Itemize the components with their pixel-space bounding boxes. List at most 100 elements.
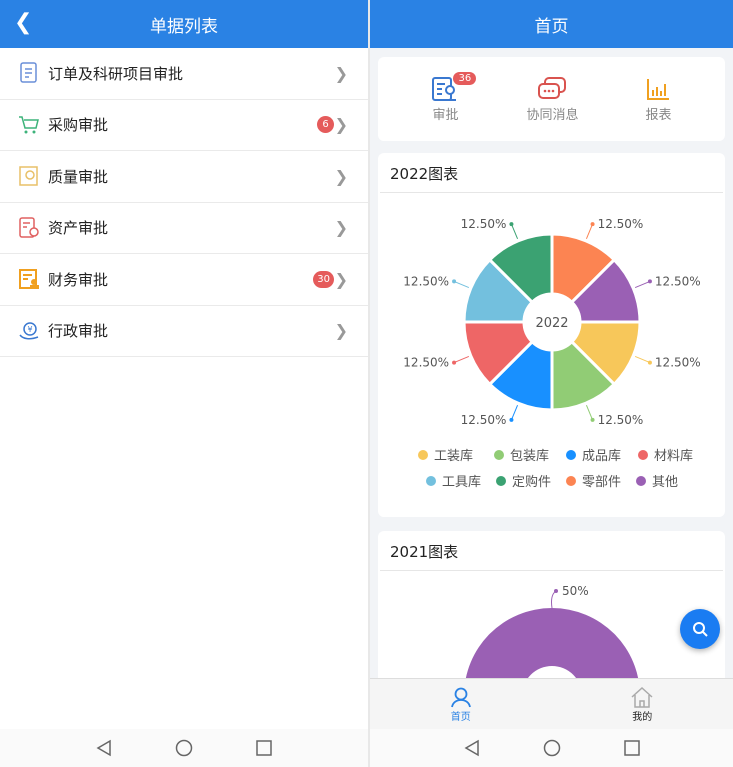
data-label: 12.50% [461, 413, 507, 427]
data-label: 50% [562, 584, 589, 598]
label-leader [453, 280, 470, 289]
quick-messages[interactable]: 协同消息 [526, 76, 578, 123]
legend-swatch [566, 450, 576, 460]
quick-reports[interactable]: 报表 [645, 76, 671, 123]
tab-label: 我的 [632, 711, 653, 723]
tab-bar: 首页 我的 [370, 678, 733, 729]
item-label: 行政审批 [48, 322, 109, 341]
nav-back-icon[interactable] [94, 738, 114, 758]
pie-slice-其他[interactable] [569, 257, 642, 324]
quick-approval[interactable]: 36 审批 [431, 71, 477, 123]
data-label: 12.50% [598, 413, 644, 427]
legend-item[interactable]: 成品库 [566, 448, 621, 464]
tab-mine[interactable]: 我的 [552, 679, 733, 729]
item-label: 质量审批 [48, 167, 109, 186]
list-item[interactable]: 财务审批 30 ❯ [0, 254, 368, 306]
legend-item[interactable]: 定购件 [496, 474, 551, 490]
legend-swatch [638, 450, 648, 460]
finance-icon [18, 268, 40, 290]
cart-icon [18, 114, 40, 136]
left-screen: ❮ 单据列表 订单及科研项目审批 ❯ 采购审批 6 ❯ 质量审批 ❯ 资产审批 ❯ 财务审批 30 ❯… [0, 0, 368, 767]
label-dot [647, 360, 652, 365]
search-icon [693, 622, 708, 637]
label-dot [452, 360, 457, 365]
item-label: 订单及科研项目审批 [48, 64, 184, 83]
label-dot [590, 222, 595, 227]
chevron-right-icon: ❯ [334, 269, 348, 289]
document-icon [18, 62, 40, 84]
chart-title: 2021图表 [380, 531, 723, 571]
count-badge: 30 [313, 270, 334, 288]
nav-home-icon[interactable] [174, 738, 194, 758]
approval-list: 订单及科研项目审批 ❯ 采购审批 6 ❯ 质量审批 ❯ 资产审批 ❯ 财务审批 30 ❯ ¥ 行政审批 ❯ [0, 48, 368, 357]
label-dot [647, 279, 652, 284]
chevron-right-icon: ❯ [334, 63, 348, 83]
legend-item[interactable]: 材料库 [638, 448, 693, 464]
system-nav [370, 729, 733, 767]
house-icon [631, 686, 653, 708]
chart-title: 2022图表 [380, 153, 723, 193]
legend-label: 工具库 [442, 474, 481, 490]
back-icon[interactable]: ❮ [14, 10, 33, 35]
data-label: 12.50% [461, 217, 507, 231]
admin-money-icon: ¥ [18, 320, 40, 342]
nav-home-icon[interactable] [542, 738, 562, 758]
quality-icon [18, 165, 40, 187]
label-leader [634, 355, 651, 364]
chevron-right-icon: ❯ [334, 166, 348, 186]
legend-swatch [426, 476, 436, 486]
quick-label: 报表 [645, 107, 672, 123]
system-nav [0, 729, 368, 767]
nav-recent-icon[interactable] [622, 738, 642, 758]
data-label: 12.50% [655, 274, 701, 288]
legend-item[interactable]: 其他 [636, 475, 678, 490]
label-leader [585, 404, 594, 421]
legend-item[interactable]: 工具库 [426, 474, 481, 490]
nav-recent-icon[interactable] [254, 738, 274, 758]
list-item[interactable]: 采购审批 6 ❯ [0, 100, 368, 151]
right-screen: 首页 36 审批 协同消息 报表 2022图表 12.50% 12.50% 12.5… [370, 0, 733, 767]
legend-swatch [636, 476, 646, 486]
label-leader [634, 280, 651, 289]
label-leader [453, 355, 470, 364]
legend-label: 零部件 [582, 475, 621, 490]
label-leader [510, 223, 519, 240]
chevron-right-icon: ❯ [334, 218, 348, 238]
legend-label: 成品库 [582, 448, 621, 464]
search-button[interactable] [680, 609, 720, 649]
legend-swatch [496, 476, 506, 486]
tab-label: 首页 [450, 711, 471, 723]
center-label: 2022 [535, 316, 568, 331]
legend-item[interactable]: 工装库 [418, 448, 473, 464]
list-item[interactable]: 质量审批 ❯ [0, 151, 368, 203]
tab-home[interactable]: 首页 [370, 679, 552, 729]
legend-label: 工装库 [434, 448, 473, 464]
legend-label: 其他 [652, 475, 678, 490]
list-item[interactable]: 资产审批 ❯ [0, 203, 368, 254]
page-title: 首页 [534, 16, 569, 37]
list-item[interactable]: 订单及科研项目审批 ❯ [0, 48, 368, 100]
quick-actions: 36 审批 协同消息 报表 [378, 57, 725, 141]
quick-label: 协同消息 [526, 107, 579, 123]
label-dot [509, 222, 514, 227]
page-title: 单据列表 [150, 16, 218, 37]
chart-2021-card: 2021图表 50% [378, 531, 725, 731]
data-label: 12.50% [598, 217, 644, 231]
legend-swatch [418, 450, 428, 460]
asset-certificate-icon [18, 217, 40, 239]
svg-text:¥: ¥ [28, 325, 33, 334]
data-label: 12.50% [403, 356, 449, 370]
list-item[interactable]: ¥ 行政审批 ❯ [0, 306, 368, 357]
legend-item[interactable]: 包装库 [494, 448, 549, 464]
quick-label: 审批 [432, 107, 459, 123]
legend-label: 材料库 [654, 448, 693, 464]
header: 首页 [370, 0, 733, 48]
nav-back-icon[interactable] [462, 738, 482, 758]
pie-slice[interactable] [464, 608, 640, 696]
label-leader [510, 404, 519, 421]
legend-item[interactable]: 零部件 [566, 475, 621, 490]
chat-icon [538, 76, 567, 99]
pie-chart-2022: 12.50% 12.50% 12.50% 12.50% 12.50% 12.50% 12.5… [403, 217, 701, 490]
label-dot [590, 417, 595, 422]
label-dot [554, 589, 558, 593]
